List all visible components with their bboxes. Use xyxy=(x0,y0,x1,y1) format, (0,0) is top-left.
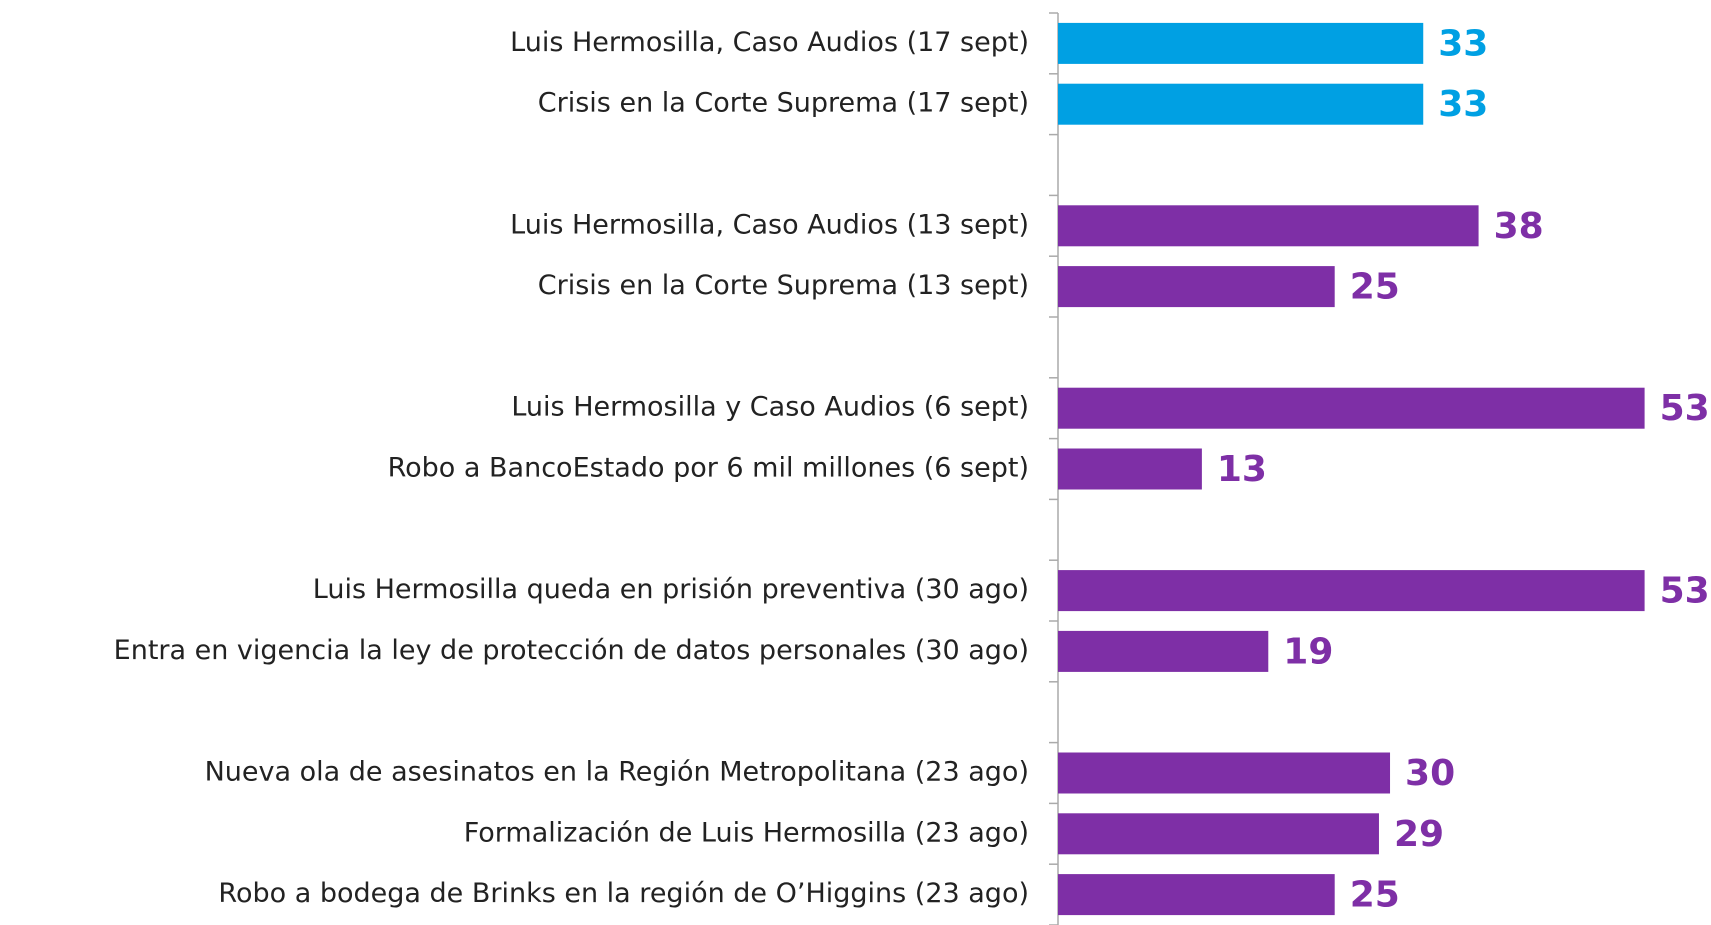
bar xyxy=(1058,630,1269,672)
bar xyxy=(1058,387,1645,429)
bar xyxy=(1058,205,1479,247)
category-label: Robo a BancoEstado por 6 mil millones (6… xyxy=(388,453,1029,484)
bar xyxy=(1058,83,1424,125)
category-label: Crisis en la Corte Suprema (17 sept) xyxy=(538,88,1029,119)
value-label: 30 xyxy=(1405,753,1455,794)
category-label: Nueva ola de asesinatos en la Región Met… xyxy=(205,757,1029,788)
bar xyxy=(1058,266,1335,308)
value-label: 53 xyxy=(1660,388,1710,429)
value-label: 33 xyxy=(1438,84,1488,125)
category-label: Luis Hermosilla y Caso Audios (6 sept) xyxy=(511,392,1029,423)
bar xyxy=(1058,752,1391,794)
category-label: Luis Hermosilla queda en prisión prevent… xyxy=(313,574,1029,605)
value-label: 25 xyxy=(1350,267,1400,308)
bar xyxy=(1058,22,1424,64)
value-label: 29 xyxy=(1394,814,1444,855)
value-label: 19 xyxy=(1283,631,1333,672)
category-label: Luis Hermosilla, Caso Audios (13 sept) xyxy=(510,209,1029,240)
bar xyxy=(1058,570,1645,612)
category-label: Entra en vigencia la ley de protección d… xyxy=(114,635,1029,666)
bar xyxy=(1058,874,1335,916)
category-label: Crisis en la Corte Suprema (13 sept) xyxy=(538,270,1029,301)
category-label: Luis Hermosilla, Caso Audios (17 sept) xyxy=(510,27,1029,58)
value-label: 53 xyxy=(1660,571,1710,612)
value-label: 38 xyxy=(1494,206,1544,247)
category-label: Formalización de Luis Hermosilla (23 ago… xyxy=(464,817,1029,848)
value-label: 33 xyxy=(1438,23,1488,64)
value-label: 13 xyxy=(1217,449,1267,490)
bar xyxy=(1058,448,1202,490)
value-label: 25 xyxy=(1350,875,1400,916)
bar xyxy=(1058,813,1379,855)
category-label: Robo a bodega de Brinks en la región de … xyxy=(218,878,1029,909)
